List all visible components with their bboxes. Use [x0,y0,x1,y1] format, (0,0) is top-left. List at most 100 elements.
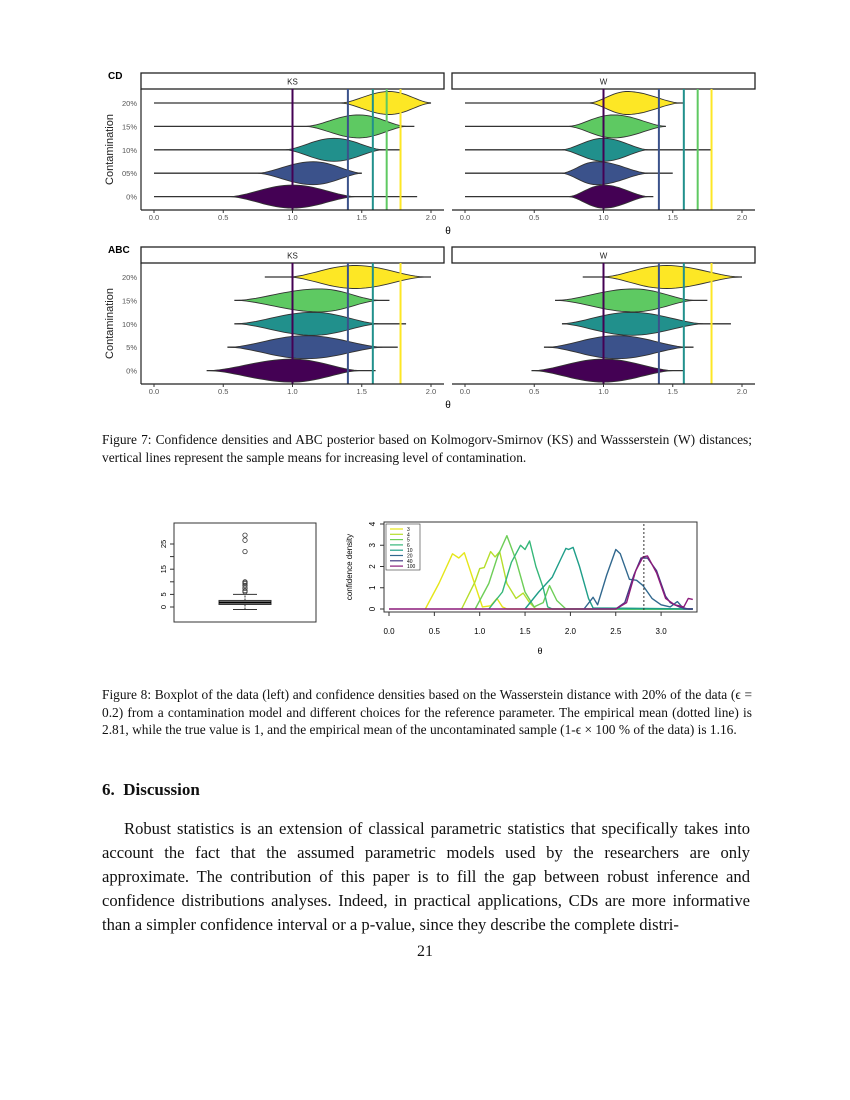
y-tick-label: 5% [126,343,137,352]
outlier-point [242,589,248,595]
y-tick-label: 10% [122,146,137,155]
outlier-point [242,582,248,589]
violin-05% [561,161,648,186]
violin-20% [589,91,680,115]
violin-20% [289,265,425,289]
x-tick-label: 0.0 [149,387,159,396]
facet-strip-label: KS [287,78,298,87]
y-tick-label: 25 [159,540,168,548]
legend-label: 20 [407,554,413,560]
legend-label: 3 [407,527,410,533]
y-tick-label: 10% [122,320,137,329]
x-tick-label: 1.0 [598,387,608,396]
x-tick-label: 1.0 [287,213,297,222]
legend-box [385,523,421,571]
x-tick-label: 0.0 [149,213,159,222]
figure-7-caption: Figure 7: Confidence densities and ABC p… [102,432,752,465]
legend-label: 10 [407,548,413,554]
facet-strip-label: W [600,78,608,87]
x-tick-label: 0.5 [529,387,539,396]
x-tick-label: 0.0 [460,213,470,222]
x-tick-label: 2.5 [610,627,622,636]
violin-10% [561,137,648,162]
density-line-6 [488,540,693,610]
x-tick-label: 2.0 [737,387,747,396]
violin-15% [568,114,666,139]
x-tick-label: 1.5 [668,213,678,222]
y-axis-label: confidence density [345,534,354,600]
facet-strip-label: W [600,252,608,261]
facet-strip-label: KS [287,252,298,261]
legend-label: 6 [407,543,410,549]
y-tick-label: 0 [368,606,377,611]
density-line-20 [583,548,693,610]
y-tick-label: 15 [159,565,168,573]
violin-5% [230,335,383,360]
y-tick-label: 1 [368,585,377,590]
body-paragraph: Robust statistics is an extension of cla… [102,819,750,934]
x-axis-label: θ [445,226,451,237]
legend-label: 4 [407,532,410,538]
violin-15% [237,288,379,313]
violin-10% [237,311,379,336]
x-tick-label: 0.0 [383,627,395,636]
facet-row-label: ABC [108,245,130,256]
violin-05% [257,161,362,186]
legend-label: 100 [407,564,416,570]
y-tick-label: 05% [122,169,137,178]
x-tick-label: 1.0 [598,213,608,222]
violin-0% [209,358,360,383]
x-tick-label: 1.0 [287,387,297,396]
outlier-point [242,548,248,555]
x-tick-label: 1.5 [357,387,367,396]
outlier-point [242,537,248,543]
y-tick-label: 4 [368,521,377,526]
density-line-3 [424,552,693,610]
x-tick-label: 0.5 [429,627,441,636]
violin-15% [557,288,694,313]
x-tick-label: 2.0 [426,387,436,396]
y-tick-label: 15% [122,122,137,131]
y-tick-label: 15% [122,296,137,305]
x-tick-label: 1.5 [668,387,678,396]
violin-15% [306,114,407,139]
density-line-100 [389,555,693,610]
x-tick-label: 0.5 [218,387,228,396]
y-tick-label: 0% [126,193,137,202]
x-tick-label: 1.5 [357,213,367,222]
violin-10% [561,311,704,336]
section-title: Discussion [123,780,200,799]
facet-row-label: CD [108,71,122,82]
x-tick-label: 2.0 [737,213,747,222]
x-tick-label: 0.0 [460,387,470,396]
density-line-5 [474,535,693,610]
legend-label: 5 [407,538,410,544]
legend-label: 40 [407,559,413,565]
y-axis-label: Contamination [104,288,116,359]
density-line-40 [615,557,693,610]
section-heading: 6. Discussion [102,780,200,800]
boxplot-frame [173,522,317,623]
violin-0% [568,184,648,209]
outlier-point [242,532,248,538]
x-tick-label: 2.0 [426,213,436,222]
y-tick-label: 3 [368,542,377,547]
y-tick-label: 5 [159,592,168,596]
x-axis-label: θ [445,400,451,411]
y-axis-label: Contamination [104,114,116,185]
y-tick-label: 20% [122,273,137,282]
y-tick-label: 2 [368,564,377,569]
page-number: 21 [417,943,433,960]
violin-10% [285,137,383,162]
y-tick-label: 0 [159,605,168,609]
x-tick-label: 0.5 [218,213,228,222]
outlier-point [242,585,248,591]
y-tick-label: 0% [126,367,137,376]
x-tick-label: 1.5 [519,627,531,636]
x-tick-label: 2.0 [565,627,577,636]
x-axis-label: θ [537,646,542,656]
figure-8-caption: Figure 8: Boxplot of the data (left) and… [102,687,752,738]
x-tick-label: 0.5 [529,213,539,222]
x-tick-label: 1.0 [474,627,486,636]
